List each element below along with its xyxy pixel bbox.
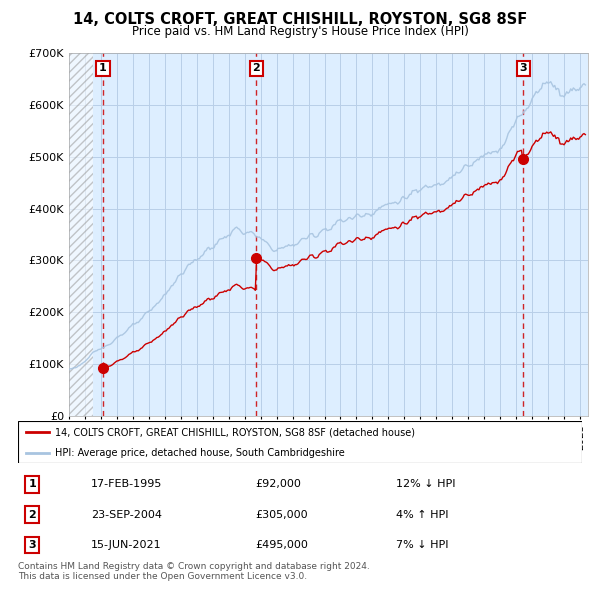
Text: 2: 2 bbox=[253, 64, 260, 74]
FancyBboxPatch shape bbox=[18, 421, 582, 463]
Text: Contains HM Land Registry data © Crown copyright and database right 2024.
This d: Contains HM Land Registry data © Crown c… bbox=[18, 562, 370, 581]
Text: 17-FEB-1995: 17-FEB-1995 bbox=[91, 480, 163, 489]
Text: HPI: Average price, detached house, South Cambridgeshire: HPI: Average price, detached house, Sout… bbox=[55, 448, 344, 457]
Text: 1: 1 bbox=[28, 480, 36, 489]
Text: Price paid vs. HM Land Registry's House Price Index (HPI): Price paid vs. HM Land Registry's House … bbox=[131, 25, 469, 38]
Text: £92,000: £92,000 bbox=[255, 480, 301, 489]
Text: 7% ↓ HPI: 7% ↓ HPI bbox=[396, 540, 448, 550]
Text: 15-JUN-2021: 15-JUN-2021 bbox=[91, 540, 162, 550]
Text: 3: 3 bbox=[520, 64, 527, 74]
Text: 23-SEP-2004: 23-SEP-2004 bbox=[91, 510, 163, 520]
Text: 14, COLTS CROFT, GREAT CHISHILL, ROYSTON, SG8 8SF: 14, COLTS CROFT, GREAT CHISHILL, ROYSTON… bbox=[73, 12, 527, 27]
Text: 12% ↓ HPI: 12% ↓ HPI bbox=[396, 480, 455, 489]
Bar bbox=[69, 53, 93, 416]
Text: 4% ↑ HPI: 4% ↑ HPI bbox=[396, 510, 448, 520]
Text: 14, COLTS CROFT, GREAT CHISHILL, ROYSTON, SG8 8SF (detached house): 14, COLTS CROFT, GREAT CHISHILL, ROYSTON… bbox=[55, 427, 415, 437]
Text: £495,000: £495,000 bbox=[255, 540, 308, 550]
Text: £305,000: £305,000 bbox=[255, 510, 308, 520]
Text: 2: 2 bbox=[28, 510, 36, 520]
Text: 3: 3 bbox=[28, 540, 36, 550]
Text: 1: 1 bbox=[99, 64, 107, 74]
